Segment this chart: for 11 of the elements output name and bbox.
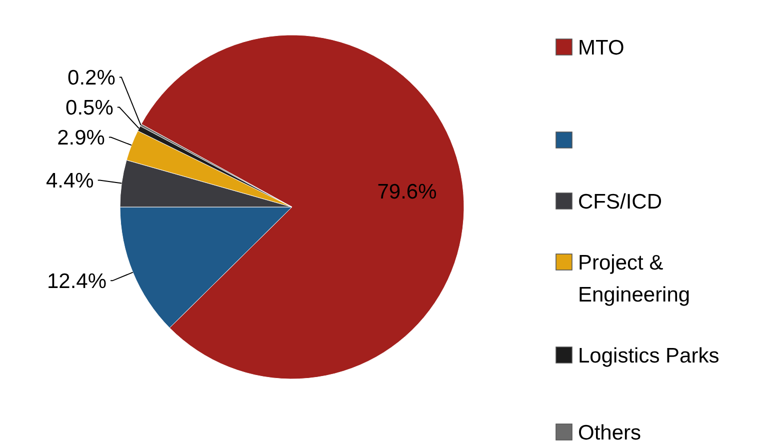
data-label: 0.2% <box>68 66 116 90</box>
data-label: 12.4% <box>46 270 107 294</box>
data-label: 2.9% <box>57 126 105 150</box>
legend-label: MTO <box>578 36 624 60</box>
legend-label: CFS/ICD <box>578 190 662 214</box>
legend-label: Others <box>578 421 642 443</box>
data-label: 79.6% <box>377 180 437 204</box>
legend-label: Logistics Parks <box>578 344 720 368</box>
legend-label: Project & Engineering <box>578 251 690 306</box>
data-label: 0.5% <box>66 96 114 120</box>
data-label: 4.4% <box>46 170 94 193</box>
